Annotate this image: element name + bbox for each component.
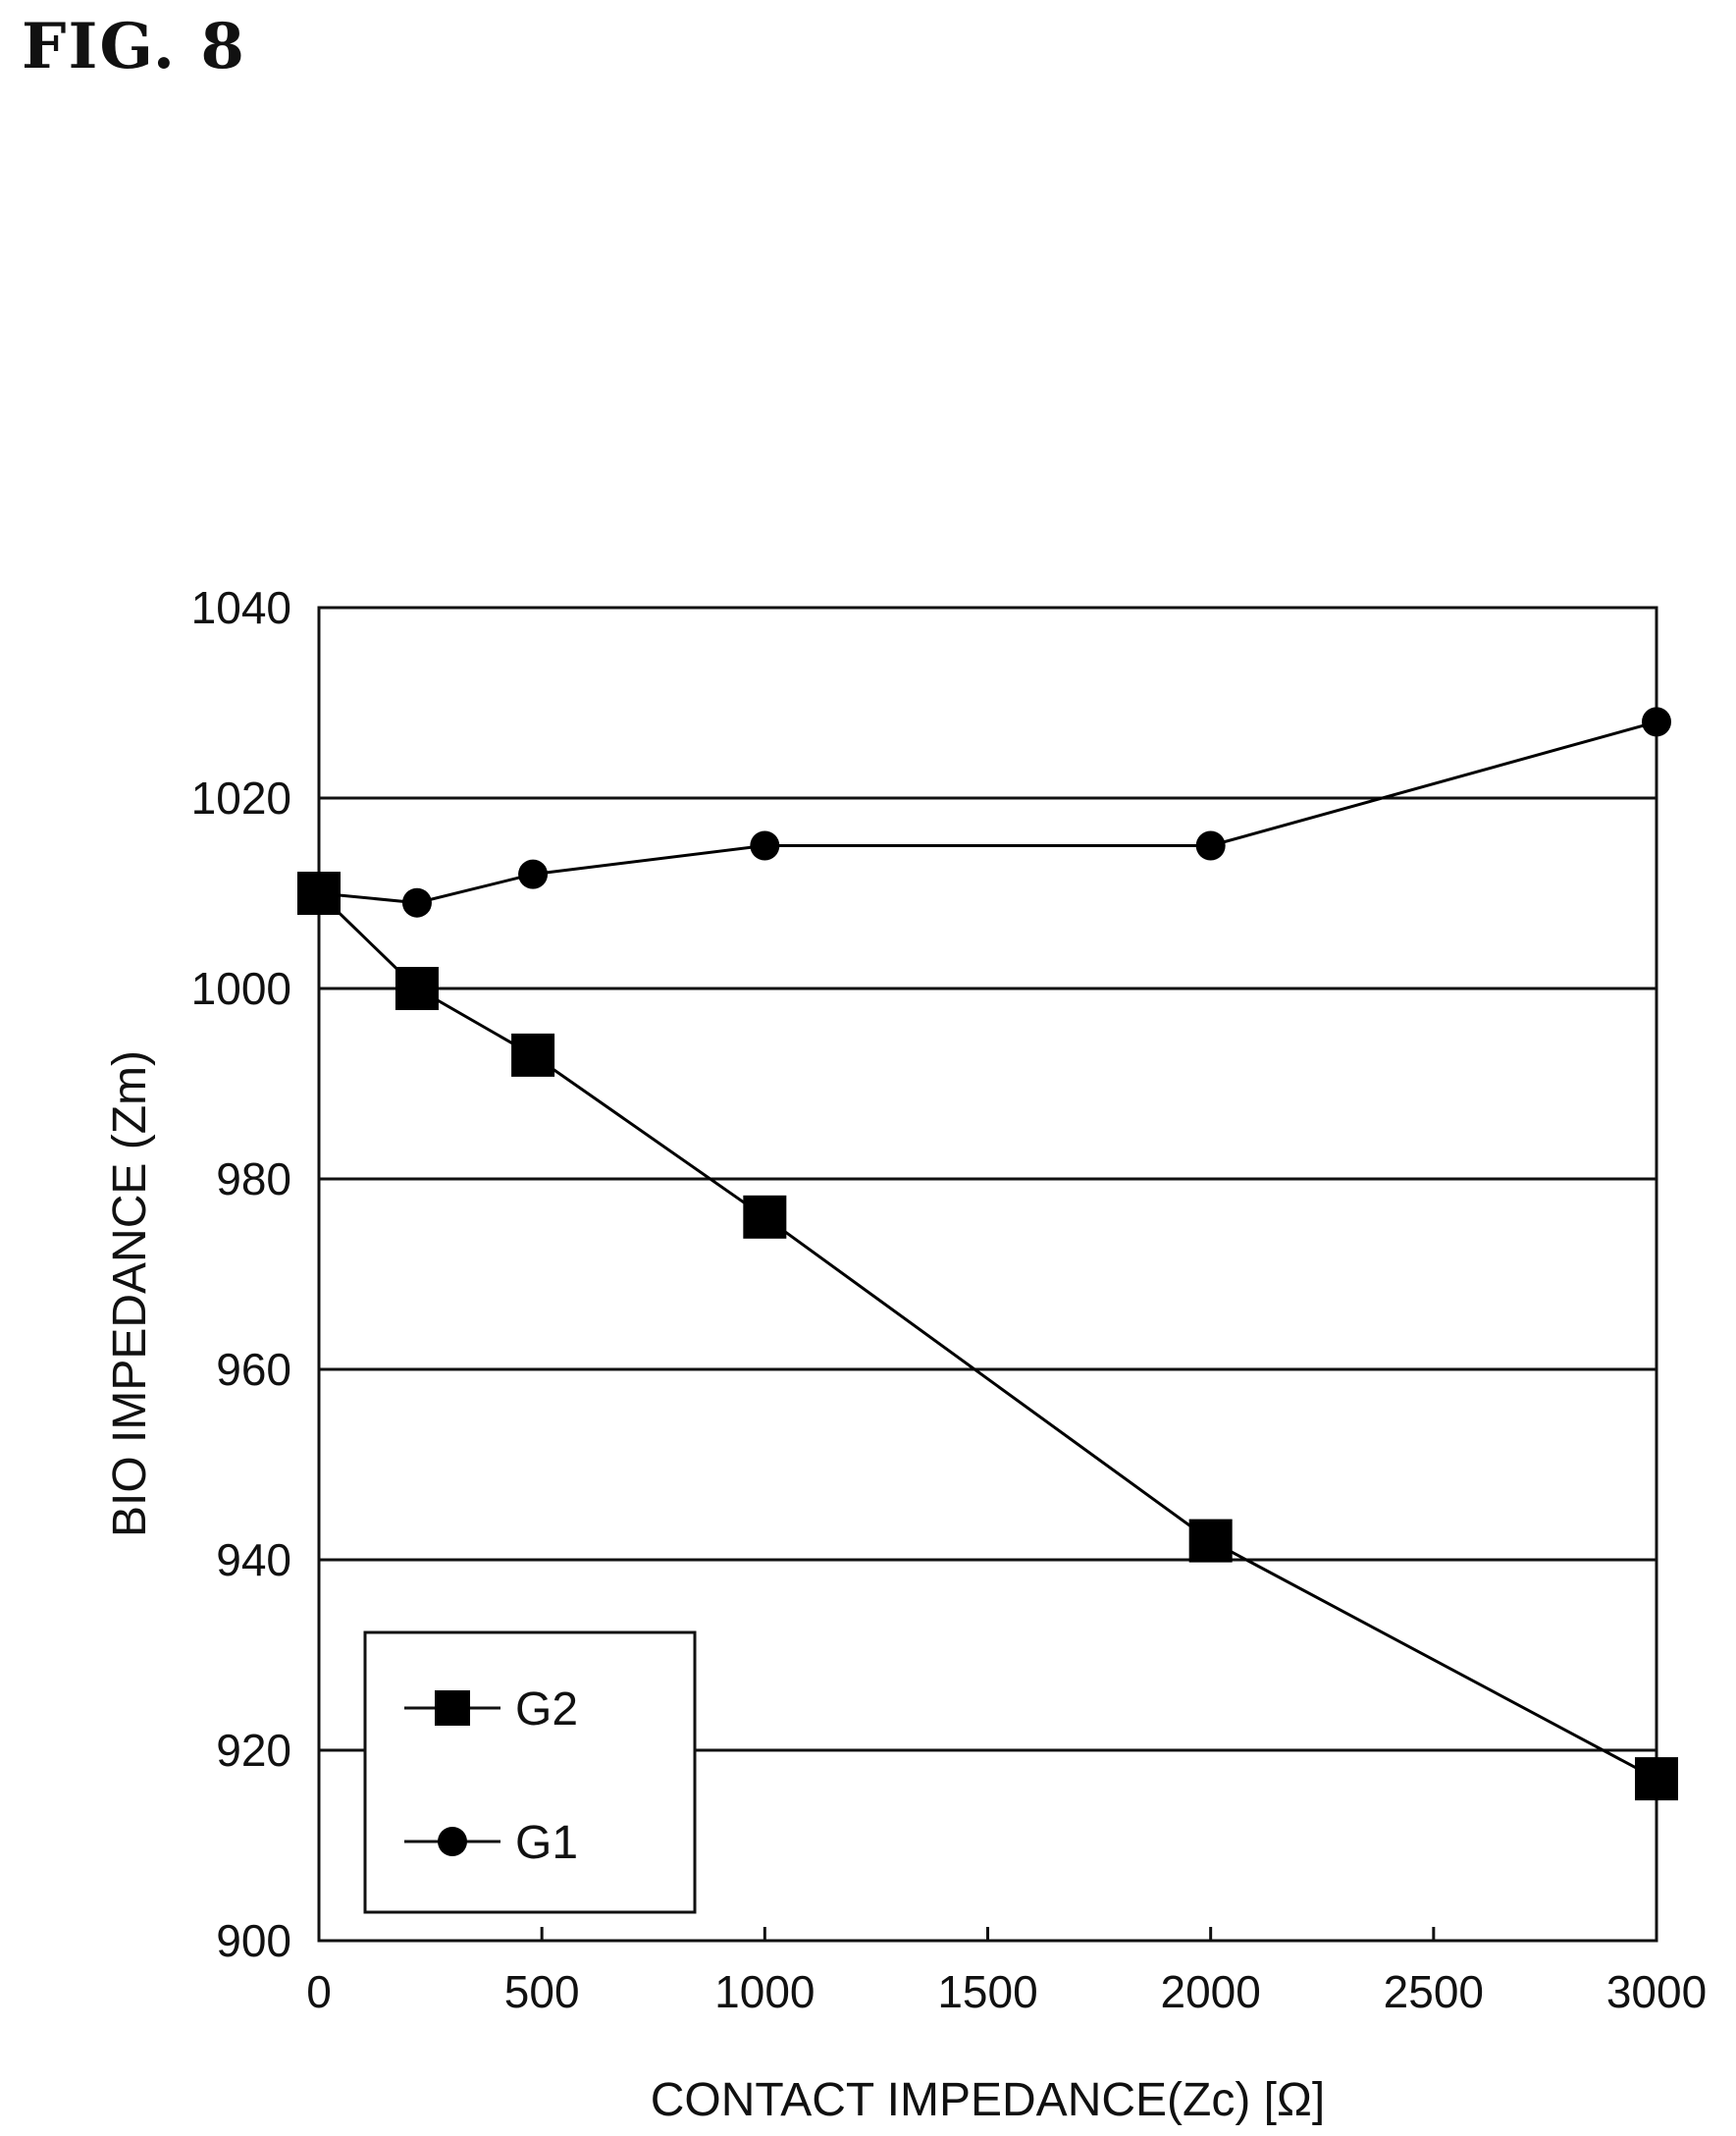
data-point-g1: [304, 879, 334, 908]
legend-marker-g1: [438, 1827, 467, 1856]
legend-marker-g2: [435, 1690, 470, 1726]
y-tick-label: 900: [216, 1915, 291, 1966]
x-tick-label: 0: [306, 1966, 332, 2017]
y-tick-label: 960: [216, 1344, 291, 1395]
y-tick-label: 920: [216, 1725, 291, 1776]
y-tick-label: 1020: [191, 773, 291, 824]
x-tick-label: 3000: [1606, 1966, 1707, 2017]
legend: G2 G1: [363, 1630, 697, 1914]
x-tick-label: 2000: [1160, 1966, 1260, 2017]
data-point-g1: [401, 887, 432, 918]
series-line-g1: [318, 720, 1657, 905]
legend-label-g2: G2: [515, 1683, 578, 1736]
x-axis-label: CONTACT IMPEDANCE(Zc) [Ω]: [651, 2074, 1325, 2126]
y-tick-label: 1040: [191, 582, 291, 633]
y-axis-ticks: 900 920 940 960 980 1000 1020 1040: [191, 582, 333, 1966]
y-axis-label: BIO IMPEDANCE (Zm): [104, 1050, 156, 1537]
series-g2: [297, 872, 1678, 1801]
data-point-g1: [1195, 830, 1226, 861]
x-tick-label: 500: [504, 1966, 580, 2017]
legend-box: [363, 1630, 697, 1914]
x-tick-label: 1000: [714, 1966, 815, 2017]
x-axis-ticks: 0 500 1000 1500 2000 2500 3000: [306, 1927, 1707, 2017]
data-point-g2: [743, 1195, 787, 1239]
legend-label-g1: G1: [515, 1817, 578, 1869]
series-g1: [304, 707, 1671, 918]
x-tick-label: 2500: [1384, 1966, 1484, 2017]
series-layer: [297, 707, 1678, 1801]
data-point-g2: [395, 967, 439, 1010]
grid-lines: [319, 796, 1657, 1752]
y-tick-label: 940: [216, 1534, 291, 1585]
x-tick-label: 1500: [937, 1966, 1037, 2017]
y-tick-label: 1000: [191, 963, 291, 1014]
data-point-g2: [511, 1033, 555, 1077]
data-point-g2: [1635, 1757, 1678, 1801]
data-point-g2: [1188, 1519, 1233, 1563]
data-point-g1: [518, 859, 549, 889]
y-tick-label: 980: [216, 1153, 291, 1204]
data-point-g1: [750, 830, 780, 861]
figure-label: FIG. 8: [22, 10, 246, 83]
data-point-g1: [1642, 707, 1671, 737]
